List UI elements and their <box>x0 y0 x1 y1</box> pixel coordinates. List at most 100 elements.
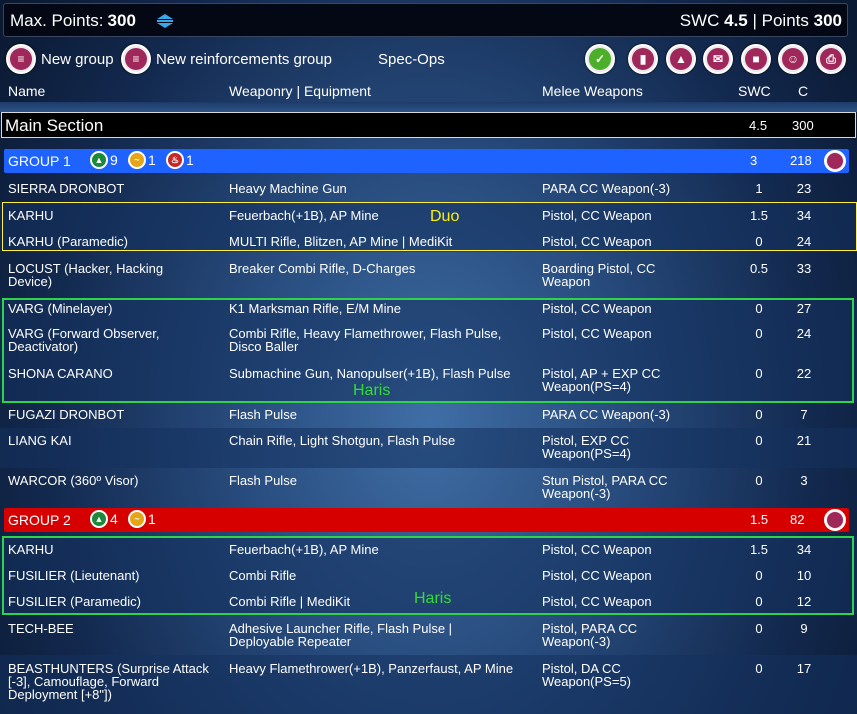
delete-group-button[interactable] <box>824 509 846 531</box>
unit-name: FUSILIER (Lieutenant) <box>8 568 140 583</box>
main-section-title: Main Section <box>5 116 104 135</box>
impetuous-order-count: 1 <box>186 152 194 168</box>
table-row[interactable]: TECH-BEE Adhesive Launcher Rifle, Flash … <box>0 615 857 655</box>
unit-name: FUSILIER (Paramedic) <box>8 594 141 609</box>
unit-swc: 0 <box>755 568 763 583</box>
table-row[interactable]: VARG (Minelayer) K1 Marksman Rifle, E/M … <box>0 299 857 323</box>
unit-cost: 33 <box>796 261 812 276</box>
unit-weapons: MULTI Rifle, Blitzen, AP Mine | MediKit <box>229 234 453 249</box>
unit-swc: 0 <box>755 661 763 676</box>
table-row[interactable]: VARG (Forward Observer, Deactivator) Com… <box>0 323 857 363</box>
new-reinforcements-label: New reinforcements group <box>156 50 332 68</box>
new-reinforcements-group-button[interactable]: ≡ New reinforcements group <box>121 44 332 74</box>
table-row[interactable]: WARCOR (360º Visor) Flash Pulse Stun Pis… <box>0 468 857 508</box>
table-row[interactable]: SIERRA DRONBOT Heavy Machine Gun PARA CC… <box>0 176 857 202</box>
table-row[interactable]: LOCUST (Hacker, Hacking Device) Breaker … <box>0 255 857 295</box>
unit-melee: Stun Pistol, PARA CC Weapon(-3) <box>542 473 668 501</box>
unit-cost: 12 <box>796 594 812 609</box>
unit-name: VARG (Forward Observer, Deactivator) <box>8 326 160 354</box>
swc-value: 4.5 <box>724 11 748 30</box>
delete-group-button[interactable] <box>824 150 846 172</box>
max-points-toggle-icon[interactable] <box>154 13 176 29</box>
unit-name: WARCOR (360º Visor) <box>8 473 139 488</box>
unit-name: LOCUST (Hacker, Hacking Device) <box>8 261 164 289</box>
regular-order-badge: ▲ 4 <box>90 510 118 528</box>
irregular-order-badge: ~ 1 <box>128 151 156 169</box>
unit-cost: 3 <box>800 473 808 488</box>
unit-melee: Pistol, PARA CC Weapon(-3) <box>542 621 638 649</box>
layers-icon: ≡ <box>121 44 151 74</box>
save-button[interactable]: ■ <box>741 44 771 74</box>
unit-weapons: Heavy Flamethrower(+1B), Panzerfaust, AP… <box>229 661 514 676</box>
unit-cost: 27 <box>796 301 812 316</box>
unit-swc: 0 <box>755 234 763 249</box>
save-icon: ■ <box>741 44 771 74</box>
validate-button[interactable]: ✓ <box>585 44 615 74</box>
unit-weapons: Combi Rifle | MediKit <box>229 594 351 609</box>
column-header-melee: Melee Weapons <box>542 83 643 99</box>
haris-label-2: Haris <box>414 590 452 607</box>
unit-weapons: Combi Rifle, Heavy Flamethrower, Flash P… <box>229 326 502 354</box>
table-row[interactable]: FUSILIER (Lieutenant) Combi Rifle Pistol… <box>0 562 857 588</box>
table-row[interactable]: KARHU Feuerbach(+1B), AP Mine Pistol, CC… <box>0 536 857 562</box>
unit-weapons: Feuerbach(+1B), AP Mine <box>229 542 379 557</box>
unit-weapons: Heavy Machine Gun <box>229 181 347 196</box>
group-2-header[interactable]: GROUP 2 ▲ 4 ~ 1 1.5 82 <box>4 508 849 532</box>
group-name: GROUP 1 <box>8 153 71 169</box>
toolbar: ≡ New group ≡ New reinforcements group S… <box>0 40 857 78</box>
group-1-header[interactable]: GROUP 1 ▲ 9 ~ 1 ♨ 1 3 218 <box>4 149 849 173</box>
unit-melee: PARA CC Weapon(-3) <box>542 181 671 196</box>
group-swc: 1.5 <box>750 512 769 527</box>
trash-icon: ▮ <box>628 44 658 74</box>
table-row[interactable]: LIANG KAI Chain Rifle, Light Shotgun, Fl… <box>0 428 857 468</box>
max-points-value: 300 <box>107 11 136 30</box>
main-section-header[interactable]: Main Section 4.5 300 <box>1 112 856 138</box>
totals: SWC 4.5 | Points 300 <box>680 11 842 31</box>
regular-order-icon: ▲ <box>90 510 108 528</box>
unit-swc: 0 <box>755 366 763 381</box>
unit-cost: 24 <box>796 234 812 249</box>
unit-melee: Pistol, CC Weapon <box>542 234 652 249</box>
specops-button[interactable]: Spec-Ops <box>378 51 445 68</box>
unit-melee: Pistol, CC Weapon <box>542 208 652 223</box>
unit-cost: 34 <box>796 542 812 557</box>
unit-melee: Pistol, AP + EXP CC Weapon(PS=4) <box>542 366 661 394</box>
points-bar: Max. Points: 300 SWC 4.5 | Points 300 <box>3 3 848 37</box>
checkmark-icon: ✓ <box>585 44 615 74</box>
unit-swc: 1.5 <box>749 208 769 223</box>
impetuous-order-icon: ♨ <box>166 151 184 169</box>
group-name: GROUP 2 <box>8 512 71 528</box>
group-swc: 3 <box>750 153 758 168</box>
duo-label: Duo <box>430 208 460 225</box>
unit-weapons: Feuerbach(+1B), AP Mine <box>229 208 379 223</box>
unit-weapons: Flash Pulse <box>229 473 297 488</box>
new-group-button[interactable]: ≡ New group <box>6 44 114 74</box>
unit-weapons: Chain Rifle, Light Shotgun, Flash Pulse <box>229 433 456 448</box>
unit-swc: 1 <box>755 181 763 196</box>
table-row[interactable]: KARHU Feuerbach(+1B), AP Mine Pistol, CC… <box>0 202 857 228</box>
print-button[interactable]: ⎙ <box>816 44 846 74</box>
table-row[interactable]: SHONA CARANO Submachine Gun, Nanopulser(… <box>0 363 857 402</box>
unit-weapons: Submachine Gun, Nanopulser(+1B), Flash P… <box>229 366 511 381</box>
points-label: | Points <box>752 11 809 30</box>
table-row[interactable]: KARHU (Paramedic) MULTI Rifle, Blitzen, … <box>0 228 857 252</box>
warnings-button[interactable]: ▲ <box>666 44 696 74</box>
delete-list-button[interactable]: ▮ <box>628 44 658 74</box>
unit-swc: 0 <box>755 594 763 609</box>
table-row[interactable]: BEASTHUNTERS (Surprise Attack [-3], Camo… <box>0 655 857 714</box>
unit-cost: 23 <box>796 181 812 196</box>
unit-swc: 0 <box>755 621 763 636</box>
unit-cost: 22 <box>796 366 812 381</box>
table-row[interactable]: FUSILIER (Paramedic) Combi Rifle | MediK… <box>0 588 857 614</box>
new-group-label: New group <box>41 50 114 68</box>
share-button[interactable]: ☺ <box>778 44 808 74</box>
irregular-order-icon: ~ <box>128 151 146 169</box>
table-row[interactable]: FUGAZI DRONBOT Flash Pulse PARA CC Weapo… <box>0 402 857 428</box>
column-header-name: Name <box>8 83 46 99</box>
chat-button[interactable]: ✉ <box>703 44 733 74</box>
points-value: 300 <box>813 11 842 30</box>
unit-cost: 10 <box>796 568 812 583</box>
unit-swc: 0 <box>755 301 763 316</box>
unit-swc: 0.5 <box>749 261 769 276</box>
